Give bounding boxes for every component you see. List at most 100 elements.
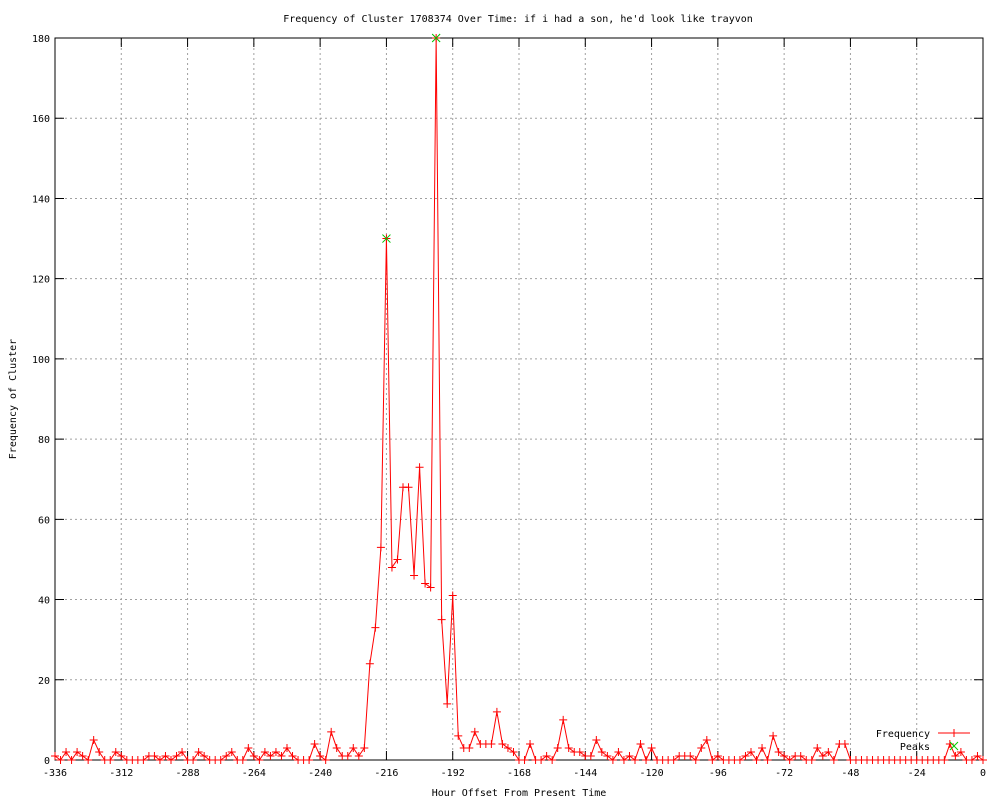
- frequency-point: [393, 555, 402, 564]
- frequency-point: [553, 743, 562, 752]
- frequency-point: [266, 751, 275, 760]
- y-tick-label: 100: [32, 355, 50, 366]
- axis-ticks: 0 20 40 60 80 100 120 140 160 180 -336 -312 -288 -264…: [32, 34, 986, 779]
- frequency-point: [316, 751, 325, 760]
- frequency-point: [443, 699, 452, 708]
- frequency-point: [62, 747, 71, 756]
- x-tick-label: -96: [709, 768, 727, 779]
- frequency-point: [194, 747, 203, 756]
- frequency-point: [542, 751, 551, 760]
- frequency-point: [410, 571, 419, 580]
- frequency-point: [150, 751, 159, 760]
- frequency-point: [271, 747, 280, 756]
- frequency-point: [376, 543, 385, 552]
- frequency-point: [360, 743, 369, 752]
- frequency-point: [956, 747, 965, 756]
- y-tick-label: 120: [32, 275, 50, 286]
- frequency-point: [227, 747, 236, 756]
- x-tick-label: -48: [841, 768, 859, 779]
- frequency-point: [283, 743, 291, 752]
- frequency-point: [117, 751, 126, 760]
- frequency-point: [829, 756, 838, 764]
- frequency-point: [244, 743, 253, 752]
- frequency-point: [503, 743, 512, 752]
- frequency-point: [940, 756, 949, 764]
- frequency-point: [255, 756, 264, 764]
- frequency-point: [559, 715, 568, 724]
- frequency-point: [349, 743, 358, 752]
- peak-point: [382, 234, 391, 243]
- frequency-point: [597, 747, 606, 756]
- frequency-point: [111, 747, 120, 756]
- x-tick-label: -24: [908, 768, 926, 779]
- chart-title: Frequency of Cluster 1708374 Over Time: …: [283, 14, 753, 25]
- x-tick-label: -264: [242, 768, 266, 779]
- frequency-point: [702, 735, 711, 744]
- frequency-point: [498, 739, 507, 748]
- y-tick-label: 40: [38, 596, 50, 607]
- frequency-point: [625, 751, 634, 760]
- frequency-point: [564, 743, 573, 752]
- frequency-point: [735, 756, 744, 764]
- x-tick-label: -240: [308, 768, 332, 779]
- frequency-point: [763, 756, 772, 764]
- frequency-point: [818, 751, 827, 760]
- frequency-point: [51, 751, 59, 760]
- frequency-point: [365, 659, 374, 668]
- frequency-point: [537, 756, 546, 764]
- x-tick-label: -312: [109, 768, 133, 779]
- frequency-point: [691, 756, 700, 764]
- frequency-point: [973, 751, 982, 760]
- legend-marker-frequency: [950, 729, 958, 737]
- frequency-point: [415, 463, 424, 472]
- frequency-point: [967, 756, 976, 764]
- frequency-point: [708, 756, 717, 764]
- frequency-point: [321, 756, 330, 764]
- frequency-point: [752, 756, 761, 764]
- frequency-point: [796, 751, 805, 760]
- frequency-point: [774, 747, 783, 756]
- x-tick-label: -168: [507, 768, 531, 779]
- frequency-point: [807, 756, 816, 764]
- frequency-point: [840, 739, 849, 748]
- frequency-point: [575, 747, 584, 756]
- frequency-point: [371, 623, 380, 632]
- frequency-point: [509, 747, 518, 756]
- frequency-point: [780, 751, 789, 760]
- frequency-point: [470, 727, 479, 736]
- frequency-point: [84, 756, 93, 764]
- frequency-point: [56, 756, 65, 764]
- frequency-point: [697, 743, 706, 752]
- frequency-point: [619, 756, 628, 764]
- y-tick-label: 0: [44, 756, 50, 767]
- frequency-point: [713, 751, 722, 760]
- y-tick-label: 160: [32, 114, 50, 125]
- y-tick-label: 140: [32, 194, 50, 205]
- grid: [55, 38, 983, 760]
- legend: Frequency Peaks: [876, 729, 970, 753]
- frequency-point: [448, 591, 457, 600]
- x-tick-label: -336: [43, 768, 67, 779]
- frequency-point: [824, 747, 833, 756]
- frequency-point: [951, 751, 960, 760]
- frequency-point: [260, 747, 269, 756]
- frequency-point: [67, 756, 76, 764]
- frequency-point: [548, 756, 557, 764]
- frequency-point: [387, 563, 396, 572]
- y-tick-label: 20: [38, 676, 50, 687]
- frequency-point: [277, 751, 286, 760]
- frequency-point: [769, 731, 778, 740]
- frequency-point: [487, 739, 496, 748]
- frequency-point: [492, 707, 501, 716]
- legend-label-peaks: Peaks: [900, 742, 930, 753]
- frequency-point: [592, 735, 601, 744]
- frequency-point: [327, 727, 336, 736]
- frequency-point: [785, 756, 794, 764]
- series-layer: [51, 33, 987, 764]
- legend-marker-peaks: [949, 741, 959, 751]
- y-tick-label: 80: [38, 435, 50, 446]
- x-tick-label: -120: [640, 768, 664, 779]
- frequency-point: [343, 751, 352, 760]
- frequency-point: [216, 756, 225, 764]
- frequency-point: [586, 751, 595, 760]
